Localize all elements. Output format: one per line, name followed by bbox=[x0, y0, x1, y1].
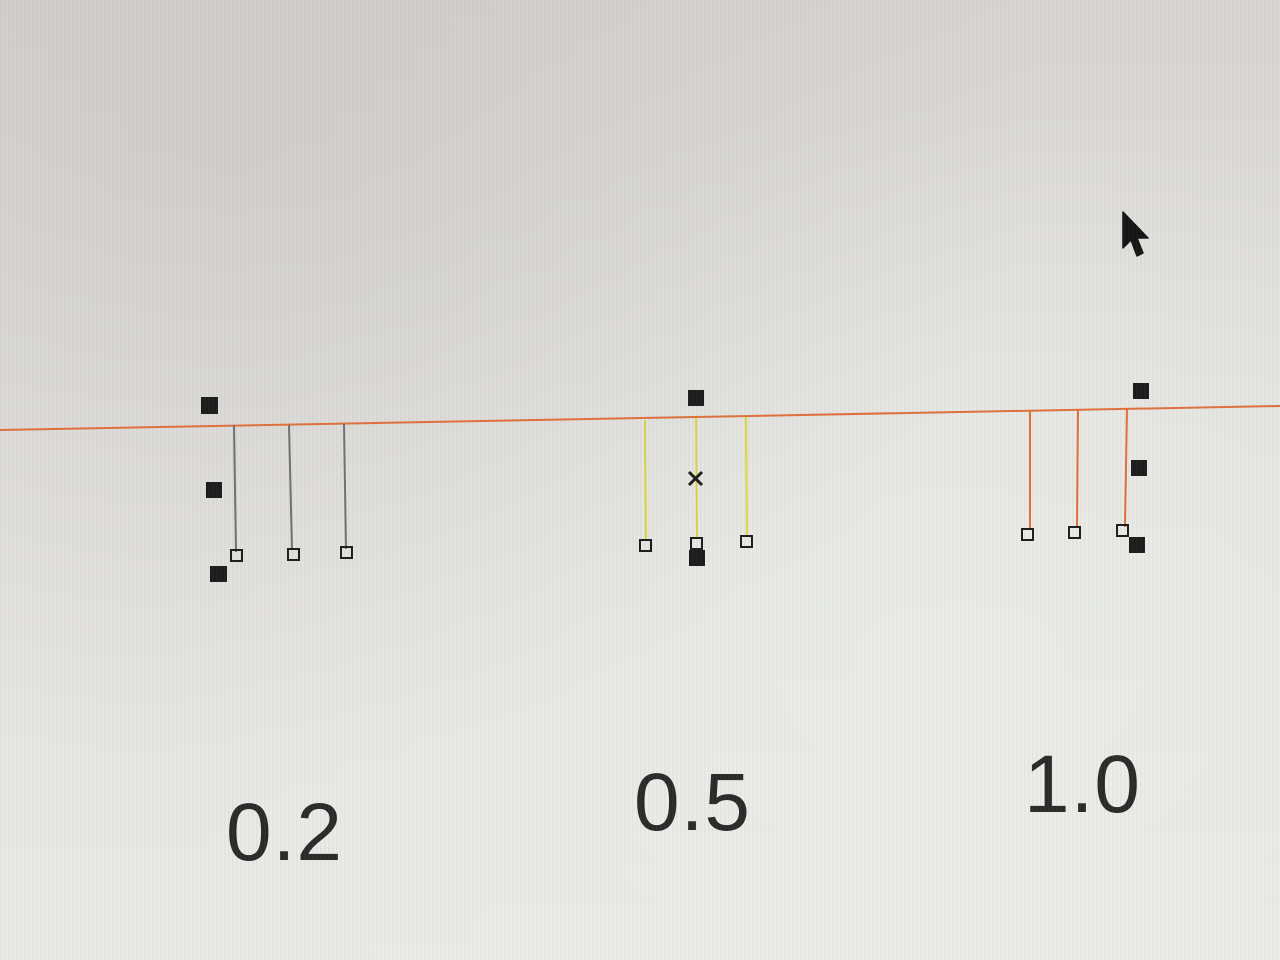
group-label-1.0: 1.0 bbox=[1024, 739, 1141, 830]
group-label-0.2: 0.2 bbox=[226, 787, 343, 878]
stem bbox=[233, 424, 237, 553]
arrow-pointer-icon bbox=[1120, 210, 1152, 262]
stem bbox=[745, 416, 748, 538]
open-square-marker bbox=[690, 537, 703, 550]
open-square-marker bbox=[1068, 526, 1081, 539]
open-square-marker bbox=[1116, 524, 1129, 537]
open-square-marker bbox=[287, 548, 300, 561]
open-square-marker bbox=[639, 539, 652, 552]
selection-handle[interactable] bbox=[1129, 537, 1145, 553]
stem bbox=[1076, 408, 1079, 529]
open-square-marker bbox=[1021, 528, 1034, 541]
group-label-0.5: 0.5 bbox=[634, 757, 751, 848]
group-1.0-markers bbox=[1021, 383, 1149, 553]
selection-handle[interactable] bbox=[689, 550, 705, 566]
open-square-marker bbox=[740, 535, 753, 548]
selection-handle[interactable] bbox=[201, 397, 218, 414]
stem bbox=[343, 423, 347, 550]
open-square-marker bbox=[230, 549, 243, 562]
stem bbox=[288, 424, 293, 551]
selection-handle[interactable] bbox=[206, 482, 222, 498]
selection-handle[interactable] bbox=[210, 566, 227, 582]
center-x-marker[interactable] bbox=[687, 470, 704, 487]
baseline bbox=[0, 405, 1280, 431]
stem bbox=[1124, 407, 1128, 528]
open-square-marker bbox=[340, 546, 353, 559]
stem bbox=[644, 419, 647, 541]
selection-handle[interactable] bbox=[688, 390, 704, 406]
group-0.5-markers bbox=[639, 390, 753, 566]
group-0.2-markers bbox=[201, 397, 353, 582]
selection-handle[interactable] bbox=[1133, 383, 1149, 399]
selection-handle[interactable] bbox=[1131, 460, 1147, 476]
